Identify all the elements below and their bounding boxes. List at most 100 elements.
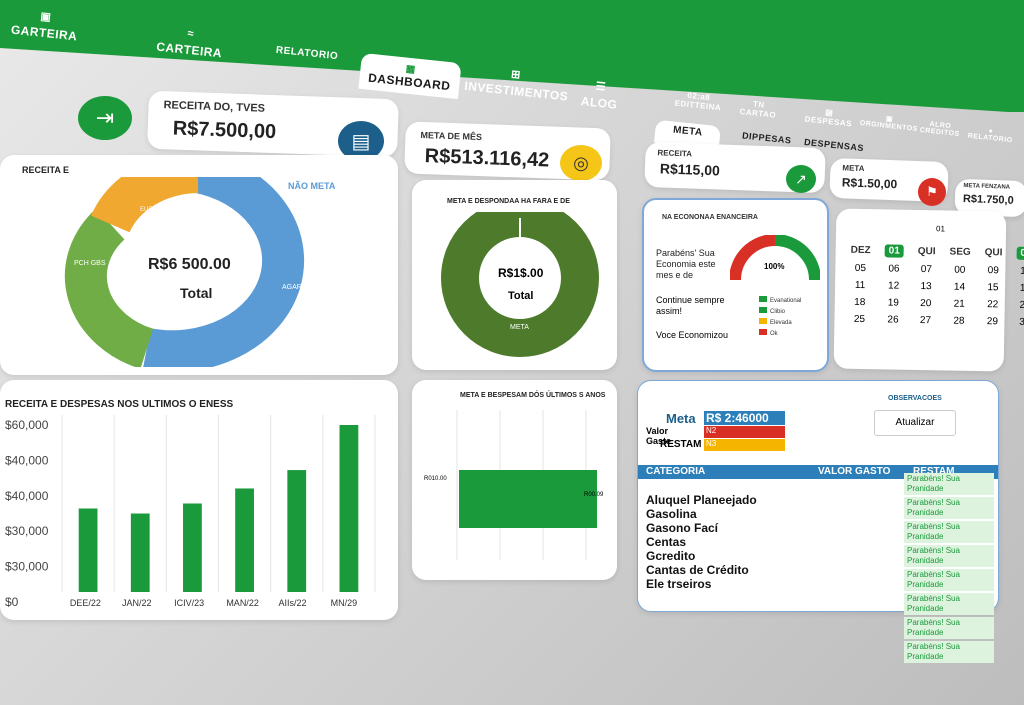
status-item: Parabéns! Sua Pranidade (904, 545, 994, 567)
calendar-day[interactable]: 28 (953, 315, 965, 327)
donut-label-pchgbs: PCH GBS (74, 260, 106, 267)
calendar-day[interactable]: 12 (887, 280, 900, 292)
legend-item: Evanational (759, 296, 801, 304)
card-icon[interactable]: ▤ (338, 121, 384, 161)
category-item[interactable]: Ele trseiros (646, 577, 712, 591)
status-item: Parabéns! Sua Pranidade (904, 473, 994, 495)
calendar-day[interactable]: 09 (987, 265, 999, 277)
category-item[interactable]: Aluquel Planeejado (646, 493, 757, 507)
calendar-month-select[interactable]: 01 (935, 224, 946, 234)
panel-donut-meta: META E DESPONDAA HA FARA E DE R$1$.00 To… (412, 180, 617, 370)
calendar-day[interactable]: 20 (920, 298, 932, 310)
calendar-day[interactable]: 07 (920, 264, 933, 276)
status-list: Parabéns! Sua Pranidade Parabéns! Sua Pr… (904, 473, 994, 665)
header-cartao[interactable]: TN CARTAO (739, 99, 777, 120)
header-despesas[interactable]: ▤ DESPESAS (804, 107, 853, 129)
donut-segment (64, 208, 154, 367)
calendar-day[interactable]: 21 (953, 298, 965, 310)
header-valor: VALOR GASTO (818, 466, 891, 477)
trend-icon[interactable]: ↗ (786, 165, 816, 193)
kpi-fenzana-title: META FENZANA (963, 183, 1011, 191)
header-orginmentos[interactable]: ▣ ORGINMENTOS (859, 115, 919, 134)
x-tick-label: JAN/22 (122, 598, 152, 608)
bar (183, 503, 202, 592)
hbar-meta (459, 470, 597, 528)
calendar-day[interactable]: 30 (1019, 316, 1024, 328)
y-tick-label: $0 (5, 595, 19, 609)
category-list: Aluquel Planeejado Gasolina Gasono Fací … (646, 493, 757, 591)
n3-value: N3 (704, 439, 785, 451)
donut-label-eueo: EUEO E DINIES (140, 207, 185, 213)
cal-head: 01 (878, 241, 911, 261)
panel-categories: Meta R$ 2:46000 Valor Gaste N2 RESTAM N3… (637, 380, 999, 663)
hbar-left-label: R010.00 (424, 476, 447, 482)
panel-calendar: 01 DEZ 01 QUI SEG QUI 04 05 06 07 00 09 10 11… (833, 208, 1024, 372)
hbar-right-label: R00.09 (584, 492, 604, 498)
panel-donut-receita: RECEITA E NÃO META R$6 500.00 Total PCH … (0, 155, 398, 375)
kpi-receita-value: R$7.500,00 (172, 117, 277, 144)
category-item[interactable]: Gcredito (646, 549, 696, 563)
legend-swatch (759, 329, 767, 335)
panel-economia: NA ECONONAA ENANCEIRA Parabéns' Sua Econ… (642, 198, 829, 372)
bar-chart-title: RECEITA E DESPESAS NOS ULTIMOS O ENESS (5, 399, 234, 410)
kpi-meta-title: META DE MÊS (420, 129, 483, 143)
cal-head: SEG (949, 246, 971, 258)
calendar-day[interactable]: 10 (1020, 265, 1024, 277)
kpi-meta-small-title: META (842, 163, 865, 174)
donut-receita-chart (64, 177, 305, 367)
bar (339, 425, 359, 592)
header-relatorio[interactable]: ● RELATORIO (967, 127, 1013, 145)
category-item[interactable]: Gasono Fací (646, 521, 719, 535)
donut-meta-chart (441, 212, 599, 357)
calendar-day[interactable]: 22 (987, 299, 999, 311)
x-tick-label: MN/29 (331, 598, 358, 608)
logout-icon[interactable]: ⇥ (78, 96, 132, 140)
calendar-day[interactable]: 15 (987, 282, 999, 294)
calendar-day[interactable]: 29 (986, 316, 999, 328)
x-tick-label: MAN/22 (226, 598, 259, 608)
cal-head: QUI (984, 247, 1003, 259)
panel-bar-chart: RECEITA E DESPESAS NOS ULTIMOS O ENESS $… (0, 380, 398, 620)
donut-receita-title: RECEITA E (22, 165, 70, 175)
cal-head: QUI (917, 245, 936, 258)
donut-meta-title: META E DESPONDAA HA FARA E DE (447, 198, 570, 205)
calendar-day[interactable]: 14 (953, 281, 966, 293)
calendar-day[interactable]: 00 (954, 264, 966, 276)
calendar-day[interactable]: 11 (854, 279, 866, 292)
donut-meta-center-value: R$1$.00 (498, 266, 544, 280)
calendar-day[interactable]: 27 (919, 315, 932, 327)
header-restam: RESTAM (913, 466, 955, 477)
category-item[interactable]: Gasolina (646, 507, 697, 521)
goal-icon[interactable]: ◎ (560, 145, 602, 181)
bar (130, 513, 150, 592)
bar (235, 488, 254, 592)
hbar-chart (456, 410, 597, 560)
donut-meta-center-label: Total (508, 290, 534, 302)
economia-gauge (730, 235, 820, 281)
n2-value: N2 (704, 426, 785, 438)
category-item[interactable]: Centas (646, 535, 687, 549)
tab-alog[interactable]: ☰ ALOG (574, 77, 627, 112)
calendar-day[interactable]: 26 (887, 314, 899, 326)
calendar-day[interactable]: 13 (920, 281, 932, 293)
status-item: Parabéns! Sua Pranidade (904, 641, 994, 663)
calendar-day[interactable]: 18 (854, 296, 866, 309)
top-navigation-bar (0, 0, 1024, 112)
donut-center-value: R$6 500.00 (148, 256, 231, 273)
subtab-dippesas[interactable]: DIPPESAS (741, 130, 792, 146)
atualizar-button[interactable]: Atualizar (874, 410, 956, 436)
y-tick-label: $40,000 (5, 453, 49, 467)
calendar-day[interactable]: 16 (1019, 282, 1024, 294)
calendar-day[interactable]: 06 (888, 263, 900, 275)
x-tick-label: ICIV/23 (174, 598, 204, 608)
header-creditos[interactable]: ALRO CREDITOS (919, 120, 960, 139)
cal-head: 04 (1009, 244, 1024, 264)
donut-center-label: Total (180, 285, 213, 301)
calendar-day[interactable]: 19 (887, 297, 899, 309)
calendar-day[interactable]: 23 (1019, 299, 1024, 311)
donut-legend-nao-meta: NÃO META (288, 181, 336, 191)
calendar-day[interactable]: 25 (853, 313, 866, 326)
car-icon[interactable]: ⚑ (918, 178, 946, 206)
calendar-day[interactable]: 05 (854, 262, 867, 275)
category-item[interactable]: Cantas de Crédito (646, 563, 749, 577)
